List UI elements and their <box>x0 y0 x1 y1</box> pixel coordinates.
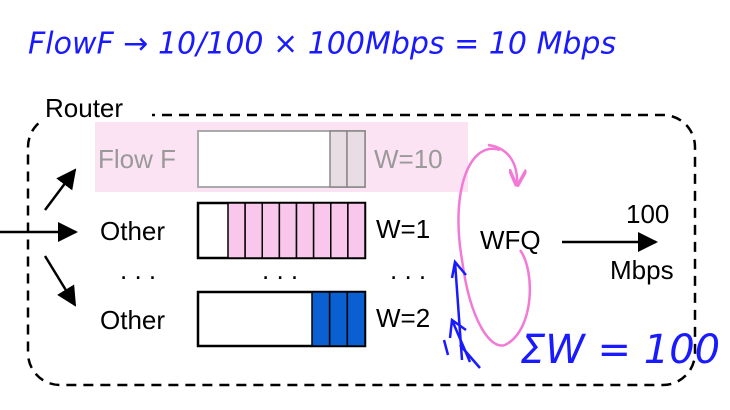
queue-group <box>196 201 367 260</box>
packet <box>244 202 263 259</box>
hand-stroke <box>442 339 481 369</box>
split-arrow <box>43 255 77 307</box>
handwritten-note: FlowF → 10/100 × 100Mbps = 10 Mbps <box>28 27 616 62</box>
packet <box>329 130 348 188</box>
link-unit: Mbps <box>610 255 674 285</box>
packet <box>312 202 332 259</box>
weight-label: W=2 <box>376 303 430 333</box>
router-boundary <box>26 113 697 387</box>
split-arrow <box>44 168 77 211</box>
packet <box>278 202 298 259</box>
ellipsis: . . . <box>390 255 426 285</box>
packet <box>328 291 349 347</box>
packet <box>295 202 315 259</box>
queue-label: Other <box>100 305 165 335</box>
packet <box>330 202 349 259</box>
label-background <box>40 96 152 124</box>
ellipsis: . . . <box>262 255 298 285</box>
router-label: Router <box>45 93 123 123</box>
packet <box>227 202 246 259</box>
scheduler: WFQ <box>480 225 541 255</box>
packet <box>261 202 281 259</box>
rotation-arc <box>457 147 531 347</box>
hand-arrow <box>448 317 472 363</box>
queue-label: Flow F <box>98 144 176 174</box>
queue-group <box>196 290 367 348</box>
packet <box>311 291 331 347</box>
rotation-arrow <box>487 143 517 185</box>
link-rate: 100 <box>626 199 669 229</box>
packet <box>346 291 366 347</box>
packet <box>346 130 366 188</box>
handwritten-sum: ΣW = 100 <box>520 327 720 373</box>
weight-label: W=1 <box>376 214 430 244</box>
weight-label: W=10 <box>374 144 443 174</box>
packet <box>347 202 366 259</box>
queue-label: Other <box>100 216 165 246</box>
ellipsis: . . . <box>120 255 156 285</box>
